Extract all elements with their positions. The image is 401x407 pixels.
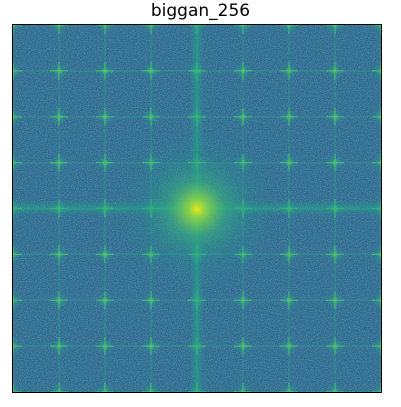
- chart-title: biggan_256: [150, 1, 251, 21]
- spectral-peak: [372, 25, 381, 34]
- spectrum-svg: [13, 25, 381, 392]
- spectral-peak: [13, 383, 22, 392]
- spectrum-heatmap: [12, 24, 382, 393]
- spectral-peak: [372, 383, 381, 392]
- spectral-peak: [13, 25, 22, 34]
- center-glow: [117, 129, 277, 289]
